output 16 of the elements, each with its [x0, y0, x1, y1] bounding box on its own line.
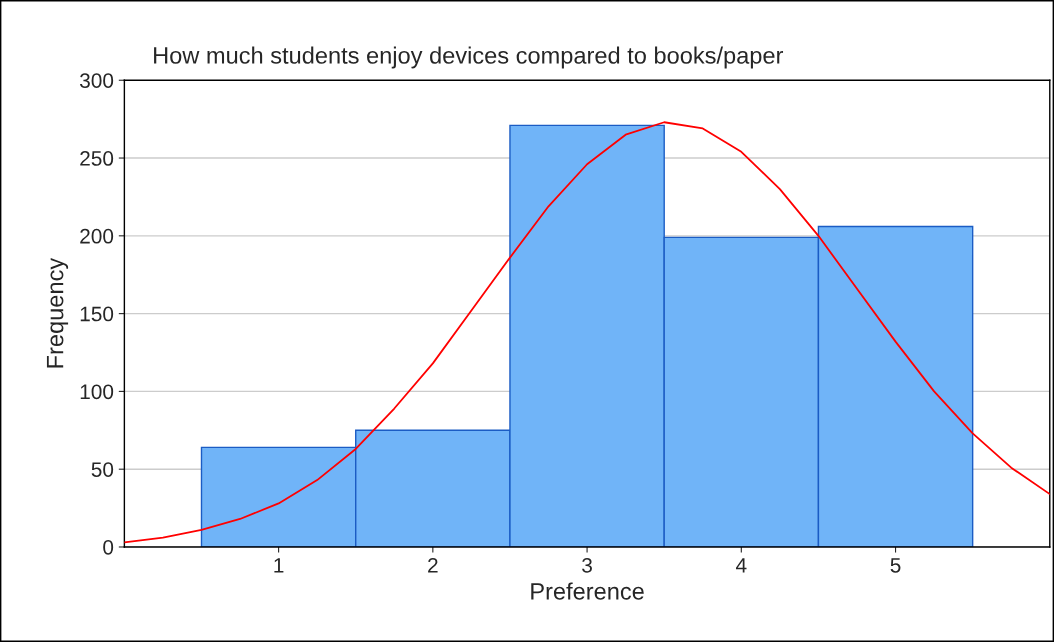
y-tick-label: 150 [80, 306, 114, 322]
x-axis-title: Preference [531, 582, 644, 600]
y-tick-label: 0 [103, 539, 114, 555]
x-tick-label: 4 [736, 558, 747, 573]
y-tick-label: 100 [80, 384, 114, 400]
x-tick-label: 1 [274, 558, 284, 573]
y-tick-label: 250 [80, 151, 114, 166]
chart-title: How much students enjoy devices compared to books/paper [154, 46, 784, 69]
line-series [124, 121, 1050, 544]
y-tick-label: 300 [79, 73, 114, 88]
y-axis-title: Frequency [46, 257, 69, 368]
y-tick-label: 200 [80, 228, 114, 244]
x-tick-label: 3 [582, 557, 592, 573]
x-tick-label: 5 [890, 558, 901, 573]
x-tick-label: 2 [428, 557, 438, 573]
y-tick-label: 50 [91, 462, 114, 477]
